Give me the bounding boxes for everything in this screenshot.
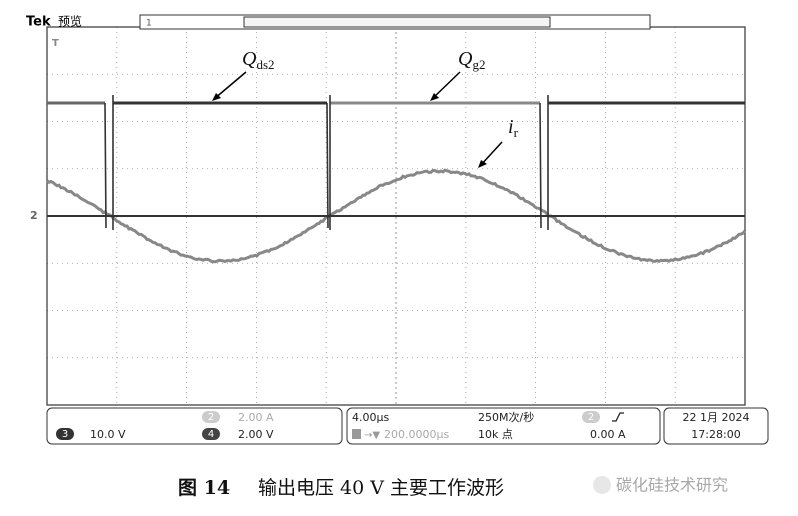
annotation-symbol: Qg2 [458,48,485,72]
ch4-scale: 2.00 V [238,428,274,441]
ch2-marker: 2 [30,209,38,222]
gate-edge [105,95,113,230]
arrow [214,72,246,99]
ch2-badge: 2 [208,412,214,423]
trigger-marker: T [52,38,59,49]
caption-text: 输出电压 40 V 主要工作波形 [258,477,504,499]
sample-rate: 250M次/秒 [478,410,534,424]
watermark-icon [593,476,611,494]
readout-panel: 3 10.0 V 2 2.00 A 4 2.00 V 4.00μs →▼ 200… [47,408,768,444]
ch2-scale: 2.00 A [238,411,274,424]
subscript: g2 [472,57,485,72]
subscript: ds2 [256,57,274,72]
trigger-arrow: →▼ [364,430,380,441]
annotation-symbol: Qds2 [242,48,275,72]
trigger-badge: 2 [588,412,594,423]
arrow [432,72,460,99]
symbol: Q [458,48,473,70]
annotation-qds2: Qds2 [212,48,275,101]
annotation-ir: ir [478,116,519,168]
arrow-head [478,160,487,168]
subscript: r [514,125,519,140]
caption-label: 图 14 [178,477,230,499]
trigger-level: 0.00 A [590,428,626,441]
ch4-badge: 4 [208,429,214,440]
watermark: 碳化硅技术研究 [616,476,728,495]
record-window [244,17,550,27]
annotation-symbol: ir [508,116,519,140]
ch3-badge: 3 [62,429,68,440]
symbol: Q [242,48,257,70]
time: 17:28:00 [691,428,740,441]
timebase: 4.00μs [352,411,389,424]
ch3-scale: 10.0 V [90,428,126,441]
gate-edge [327,95,330,230]
trigger-position: 200.0000μs [384,428,449,441]
trigger-icon [352,429,361,439]
brand: Tek [26,15,51,30]
ch1-marker: 1 [146,19,152,29]
record-length: 10k 点 [478,428,513,441]
date: 22 1月 2024 [683,411,750,424]
mode: 预览 [58,14,82,29]
